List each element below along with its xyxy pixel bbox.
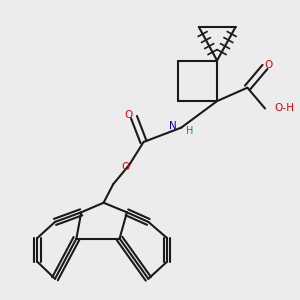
Text: O-H: O-H <box>274 103 294 113</box>
Text: O: O <box>264 60 272 70</box>
Text: O: O <box>124 110 132 119</box>
Text: N: N <box>169 121 177 131</box>
Text: O: O <box>122 162 130 172</box>
Text: H: H <box>186 127 193 136</box>
